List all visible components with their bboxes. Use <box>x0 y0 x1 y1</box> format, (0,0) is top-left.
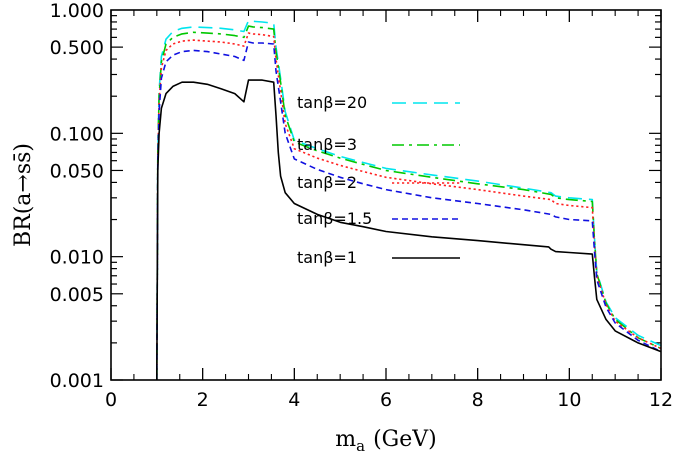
y-tick-label: 0.005 <box>50 284 104 306</box>
y-tick-label: 0.050 <box>50 160 104 182</box>
x-axis-label: ma (GeV) <box>335 427 436 455</box>
x-tick-label: 10 <box>557 389 581 411</box>
y-tick-labels: 0.001 0.005 0.010 0.050 0.100 0.500 1.000 <box>50 0 104 392</box>
series-line-0 <box>156 19 662 381</box>
x-axis-label-main: m <box>335 427 356 452</box>
x-tick-label: 0 <box>105 389 117 411</box>
legend-label-4: tanβ=1 <box>297 248 357 267</box>
y-tick-label: 0.010 <box>50 247 104 269</box>
plot-frame <box>110 9 662 381</box>
y-tick-label: 1.000 <box>50 0 104 22</box>
x-tick-label: 6 <box>380 389 392 411</box>
x-axis-label-unit: (GeV) <box>373 427 437 452</box>
x-axis-label-sub: a <box>356 437 365 455</box>
legend-label-2: tanβ=2 <box>297 173 357 192</box>
legend-label-1: tanβ=3 <box>297 135 357 154</box>
series-line-2 <box>156 32 662 381</box>
y-axis-label: BR(a→ss̄) <box>11 143 36 247</box>
x-tick-labels: 0 2 4 6 8 10 12 <box>105 389 673 411</box>
x-tick-label: 8 <box>472 389 484 411</box>
legend-label-3: tanβ=1.5 <box>297 209 372 228</box>
series-line-3 <box>156 41 662 381</box>
y-tick-label: 0.100 <box>50 123 104 145</box>
x-tick-label: 4 <box>288 389 300 411</box>
x-tick-label: 12 <box>649 389 673 411</box>
series-line-4 <box>156 79 662 381</box>
x-tick-label: 2 <box>197 389 209 411</box>
axis-ticks <box>110 10 662 381</box>
y-tick-label: 0.001 <box>50 370 104 392</box>
legend: tanβ=20 tanβ=3 tanβ=2 tanβ=1.5 tanβ=1 <box>297 93 460 267</box>
series-layer <box>156 19 662 381</box>
y-tick-label: 0.500 <box>50 37 104 59</box>
series-line-1 <box>156 25 662 381</box>
legend-label-0: tanβ=20 <box>297 93 367 112</box>
